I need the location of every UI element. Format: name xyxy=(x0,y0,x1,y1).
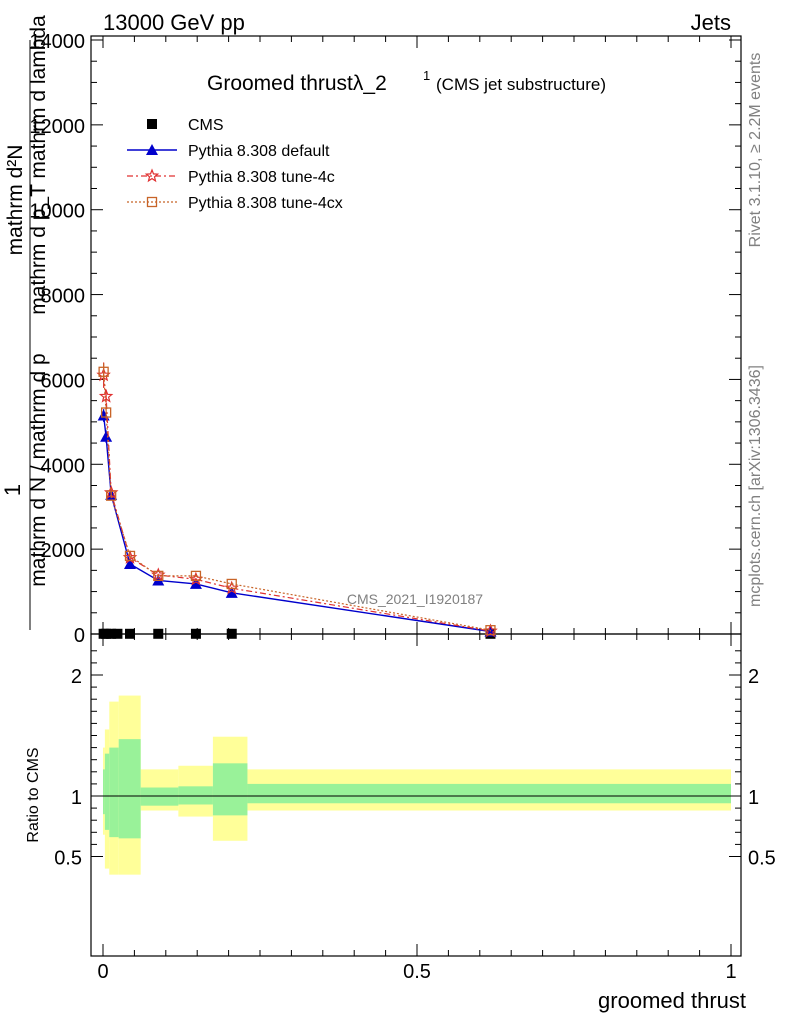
ratio-inner-band-3 xyxy=(118,739,141,839)
data-point xyxy=(98,366,109,377)
legend-label: Pythia 8.308 tune-4cx xyxy=(188,195,343,212)
series-line xyxy=(102,415,491,633)
main-y-tick-label: 10000 xyxy=(29,201,85,223)
y-label-one: 1 xyxy=(0,484,25,496)
main-y-tick-label: 14000 xyxy=(29,31,85,53)
data-point xyxy=(153,570,164,582)
main-y-tick-label: 6000 xyxy=(41,370,86,392)
ratio-y-tick-label: 1 xyxy=(71,787,82,809)
data-point xyxy=(125,628,136,639)
series-3 xyxy=(98,363,496,636)
legend-entry: Pythia 8.308 tune-4cx xyxy=(127,195,343,212)
data-point xyxy=(124,550,136,562)
legend-marker xyxy=(144,168,160,183)
data-point xyxy=(225,586,238,598)
data-point xyxy=(106,628,117,639)
main-y-tick-label: 12000 xyxy=(29,116,85,138)
data-point xyxy=(190,570,202,582)
main-y-axis-label: 1 mathrm d N / mathrm d p mathrm d²N mat… xyxy=(0,15,50,630)
ratio-y-tick-label: 2 xyxy=(71,666,82,688)
ratio-inner-band-0 xyxy=(103,769,105,815)
data-point xyxy=(100,430,113,442)
legend-entry: Pythia 8.308 tune-4c xyxy=(127,168,335,186)
y-label-right: mathrm d p_T mathrm d lambda xyxy=(27,15,50,315)
data-point xyxy=(189,577,202,589)
y-label-den: mathrm d N / mathrm d p xyxy=(27,353,50,586)
x-tick-label: 0.5 xyxy=(403,961,431,983)
main-y-tick-label: 8000 xyxy=(41,286,86,308)
data-point xyxy=(106,490,117,501)
legend-entry: Pythia 8.308 default xyxy=(127,143,330,160)
legend-marker xyxy=(146,144,158,155)
ratio-y-tick-label-right: 2 xyxy=(748,666,759,688)
legend-marker xyxy=(146,196,158,208)
title-main: Groomed thrustλ_2 xyxy=(207,72,387,95)
main-y-tick-label: 0 xyxy=(74,625,85,647)
data-point xyxy=(226,578,237,590)
ratio-plot-frame xyxy=(90,633,742,957)
data-point xyxy=(124,557,137,569)
ratio-y-tick-label: 0.5 xyxy=(54,848,82,870)
ratio-inner-band-7 xyxy=(247,783,731,804)
jets-label: Jets xyxy=(691,10,731,35)
data-point xyxy=(101,628,112,639)
y-label-num: mathrm d²N xyxy=(4,145,27,256)
main-axis-ticks: 0 2000 4000 6000 8000 10000 12000 14000 xyxy=(29,31,741,647)
ratio-inner-band-6 xyxy=(212,763,248,816)
data-point xyxy=(190,628,201,639)
main-y-tick-label: 4000 xyxy=(41,455,86,477)
title-sup: 1 xyxy=(423,68,430,83)
legend: CMS Pythia 8.308 default Pythia 8.308 tune… xyxy=(127,117,343,212)
legend-entry: CMS xyxy=(147,117,224,134)
ratio-inner-band-5 xyxy=(178,786,213,805)
energy-label: 13000 GeV pp xyxy=(103,10,245,35)
rivet-label: Rivet 3.1.10, ≥ 2.2M events xyxy=(747,53,764,248)
plot-title: Groomed thrustλ_2 1 (CMS jet substructur… xyxy=(207,68,606,95)
data-point xyxy=(112,628,123,639)
legend-label: CMS xyxy=(188,117,224,134)
x-tick-label: 0 xyxy=(97,961,108,983)
data-point xyxy=(153,628,164,639)
data-point xyxy=(226,628,237,639)
ratio-y-tick-label-right: 1 xyxy=(748,787,759,809)
analysis-watermark: CMS_2021_I1920187 xyxy=(347,591,483,607)
ratio-inner-band-1 xyxy=(104,753,110,830)
ratio-y-axis-label: Ratio to CMS xyxy=(25,747,42,842)
title-sub: (CMS jet substructure) xyxy=(436,75,606,94)
ratio-inner-band-4 xyxy=(140,787,179,806)
legend-label: Pythia 8.308 tune-4c xyxy=(188,169,335,186)
data-point xyxy=(100,407,112,418)
series-layer xyxy=(96,362,498,639)
data-point xyxy=(485,625,496,636)
series-line xyxy=(103,371,491,631)
ratio-inner-band-2 xyxy=(109,747,119,838)
x-axis-label: groomed thrust xyxy=(598,988,746,1013)
legend-marker xyxy=(147,119,157,129)
mcplots-label: mcplots.cern.ch [arXiv:1306.3436] xyxy=(747,365,764,607)
main-y-tick-label: 2000 xyxy=(41,540,86,562)
ratio-axis-ticks: 0.5 0.5 1 1 2 2 0 0.5 1 xyxy=(54,634,776,983)
ratio-bands xyxy=(91,695,741,875)
ratio-y-tick-label-right: 0.5 xyxy=(748,848,776,870)
x-tick-label: 1 xyxy=(725,961,736,983)
data-point xyxy=(98,388,114,403)
legend-label: Pythia 8.308 default xyxy=(188,143,330,160)
